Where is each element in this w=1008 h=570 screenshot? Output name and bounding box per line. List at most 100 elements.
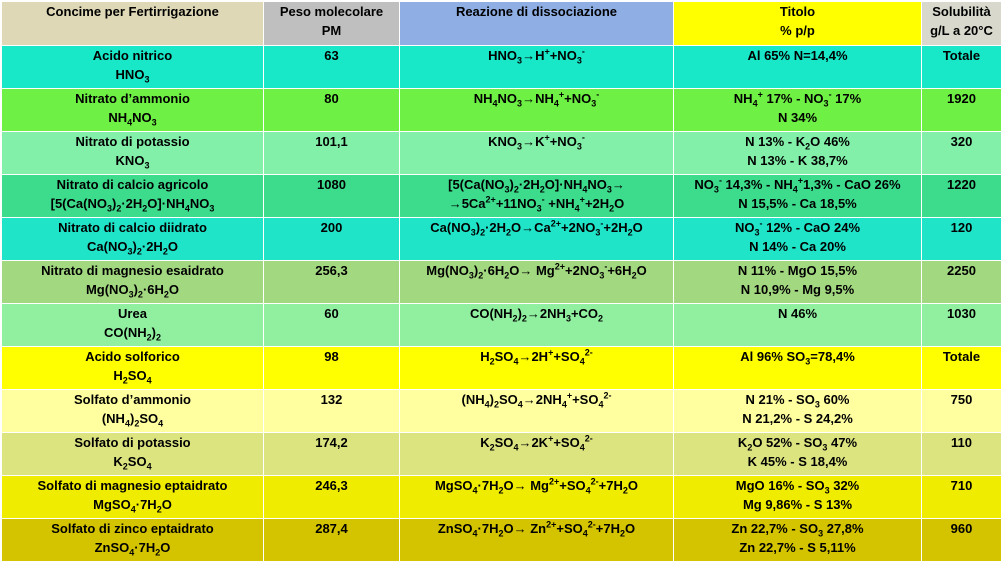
fertilizer-name: Nitrato di potassio [75, 134, 190, 149]
table-row: Nitrato d’ammonio NH4NO3 80 NH4NO3→NH4++NO3… [1, 88, 1002, 132]
molecular-weight-value: 80 [324, 91, 339, 106]
fertilizer-name: Acido nitrico [92, 48, 173, 63]
solubility-cell: 710 [921, 475, 1002, 519]
titolo-line: K2O 52% - SO3 47% [737, 435, 858, 453]
molecular-weight-cell: 287,4 [263, 518, 400, 562]
reaction-line: MgSO4·7H2O→ Mg2++SO42-+7H2O [434, 476, 639, 496]
fertilizer-formula: Ca(NO3)2·2H2O [87, 239, 178, 257]
titolo-line: K 45% - S 18,4% [747, 454, 848, 469]
solubility-value: 750 [950, 392, 973, 407]
dissociation-reaction-cell: H2SO4→2H++SO42- [399, 346, 674, 390]
molecular-weight-value: 200 [320, 220, 343, 235]
molecular-weight-value: 98 [324, 349, 339, 364]
molecular-weight-cell: 246,3 [263, 475, 400, 519]
fertilizer-cell: Solfato di potassio K2SO4 [1, 432, 264, 476]
header-dissociation-reaction: Reazione di dissociazione [399, 1, 674, 46]
fertilizer-name: Acido solforico [85, 349, 180, 364]
fertilizer-name: Solfato di zinco eptaidrato [51, 521, 214, 536]
solubility-value: 960 [950, 521, 973, 536]
solubility-value: 120 [950, 220, 973, 235]
fertilizer-cell: Nitrato di calcio agricolo [5(Ca(NO3)2·2H… [1, 174, 264, 218]
fertilizer-formula: MgSO4·7H2O [93, 497, 172, 515]
reaction-line: H2SO4→2H++SO42- [480, 347, 593, 367]
molecular-weight-value: 63 [324, 48, 339, 63]
solubility-cell: 110 [921, 432, 1002, 476]
fertilizer-formula: KNO3 [115, 153, 150, 171]
header-molecular-weight: Peso molecolare PM [263, 1, 400, 46]
titolo-line: NH4+ 17% - NO3- 17% [733, 89, 862, 109]
molecular-weight-cell: 256,3 [263, 260, 400, 304]
fertilizer-formula: [5(Ca(NO3)2·2H2O]·NH4NO3 [50, 196, 215, 214]
solubility-cell: 960 [921, 518, 1002, 562]
molecular-weight-value: 1080 [317, 177, 346, 192]
reaction-line: [5(Ca(NO3)2·2H2O]·NH4NO3→ [448, 177, 625, 195]
fertilizer-table: Concime per Fertirrigazione Peso molecol… [1, 1, 1002, 562]
solubility-value: 320 [950, 134, 973, 149]
fertilizer-cell: Nitrato di magnesio esaidrato Mg(NO3)2·6H… [1, 260, 264, 304]
molecular-weight-value: 287,4 [315, 521, 348, 536]
molecular-weight-cell: 174,2 [263, 432, 400, 476]
molecular-weight-cell: 101,1 [263, 131, 400, 175]
titolo-line: Al 65% N=14,4% [747, 48, 848, 63]
titolo-cell: NO3- 12% - CaO 24% N 14% - Ca 20% [673, 217, 922, 261]
titolo-line: N 14% - Ca 20% [749, 239, 846, 254]
dissociation-reaction-cell: ZnSO4·7H2O→ Zn2++SO42-+7H2O [399, 518, 674, 562]
reaction-line: CO(NH2)2→2NH3+CO2 [469, 306, 604, 324]
molecular-weight-cell: 200 [263, 217, 400, 261]
dissociation-reaction-cell: NH4NO3→NH4++NO3- [399, 88, 674, 132]
fertilizer-name: Solfato di magnesio eptaidrato [37, 478, 228, 493]
dissociation-reaction-cell: Mg(NO3)2·6H2O→ Mg2++2NO3-+6H2O [399, 260, 674, 304]
table-row: Acido nitrico HNO3 63 HNO3→H++NO3- Al 65% N=… [1, 45, 1002, 89]
titolo-cell: N 11% - MgO 15,5% N 10,9% - Mg 9,5% [673, 260, 922, 304]
titolo-line: Zn 22,7% - SO3 27,8% [731, 521, 864, 539]
solubility-cell: Totale [921, 346, 1002, 390]
fertilizer-formula: Mg(NO3)2·6H2O [85, 282, 180, 300]
table-body: Acido nitrico HNO3 63 HNO3→H++NO3- Al 65% N=… [1, 45, 1002, 562]
fertilizer-formula: NH4NO3 [108, 110, 157, 128]
solubility-value: 110 [951, 435, 972, 450]
table-row: Acido solforico H2SO4 98 H2SO4→2H++SO42- Al … [1, 346, 1002, 390]
fertilizer-cell: Solfato d’ammonio (NH4)2SO4 [1, 389, 264, 433]
table-row: Urea CO(NH2)2 60 CO(NH2)2→2NH3+CO2 N 46% 1030 [1, 303, 1002, 347]
fertilizer-name: Nitrato di magnesio esaidrato [41, 263, 224, 278]
fertilizer-cell: Acido solforico H2SO4 [1, 346, 264, 390]
titolo-line: N 21% - SO3 60% [745, 392, 850, 410]
solubility-value: Totale [942, 48, 981, 63]
reaction-line: Ca(NO3)2·2H2O→Ca2++2NO3-+2H2O [430, 218, 643, 238]
titolo-line: N 21,2% - S 24,2% [742, 411, 853, 426]
fertilizer-cell: Nitrato d’ammonio NH4NO3 [1, 88, 264, 132]
solubility-cell: 120 [921, 217, 1002, 261]
reaction-line: K2SO4→2K++SO42- [480, 433, 593, 453]
fertilizer-formula: CO(NH2)2 [104, 325, 161, 343]
solubility-cell: 750 [921, 389, 1002, 433]
header-solubility: Solubilità g/L a 20°C [921, 1, 1002, 46]
reaction-line: (NH4)2SO4→2NH4++SO42- [461, 390, 612, 410]
fertilizer-cell: Acido nitrico HNO3 [1, 45, 264, 89]
solubility-value: 710 [950, 478, 973, 493]
dissociation-reaction-cell: MgSO4·7H2O→ Mg2++SO42-+7H2O [399, 475, 674, 519]
titolo-line: Zn 22,7% - S 5,11% [739, 540, 856, 555]
dissociation-reaction-cell: HNO3→H++NO3- [399, 45, 674, 89]
reaction-line: NH4NO3→NH4++NO3- [473, 89, 600, 109]
titolo-cell: Al 96% SO3=78,4% [673, 346, 922, 390]
fertilizer-cell: Solfato di magnesio eptaidrato MgSO4·7H2O [1, 475, 264, 519]
titolo-cell: K2O 52% - SO3 47% K 45% - S 18,4% [673, 432, 922, 476]
dissociation-reaction-cell: CO(NH2)2→2NH3+CO2 [399, 303, 674, 347]
titolo-line: N 13% - K 38,7% [747, 153, 848, 168]
fertilizer-name: Solfato d’ammonio [74, 392, 191, 407]
titolo-line: N 46% [777, 306, 818, 321]
solubility-cell: Totale [921, 45, 1002, 89]
table-row: Solfato di potassio K2SO4 174,2 K2SO4→2K++S… [1, 432, 1002, 476]
solubility-cell: 1920 [921, 88, 1002, 132]
molecular-weight-value: 60 [324, 306, 339, 321]
titolo-line: NO3- 14,3% - NH4+1,3% - CaO 26% [694, 175, 901, 195]
molecular-weight-value: 174,2 [315, 435, 348, 450]
titolo-line: N 10,9% - Mg 9,5% [740, 282, 855, 297]
titolo-cell: N 46% [673, 303, 922, 347]
fertilizer-formula: (NH4)2SO4 [101, 411, 164, 429]
table-row: Solfato di zinco eptaidrato ZnSO4·7H2O 287… [1, 518, 1002, 562]
titolo-cell: Zn 22,7% - SO3 27,8% Zn 22,7% - S 5,11% [673, 518, 922, 562]
molecular-weight-cell: 132 [263, 389, 400, 433]
molecular-weight-cell: 1080 [263, 174, 400, 218]
molecular-weight-cell: 98 [263, 346, 400, 390]
